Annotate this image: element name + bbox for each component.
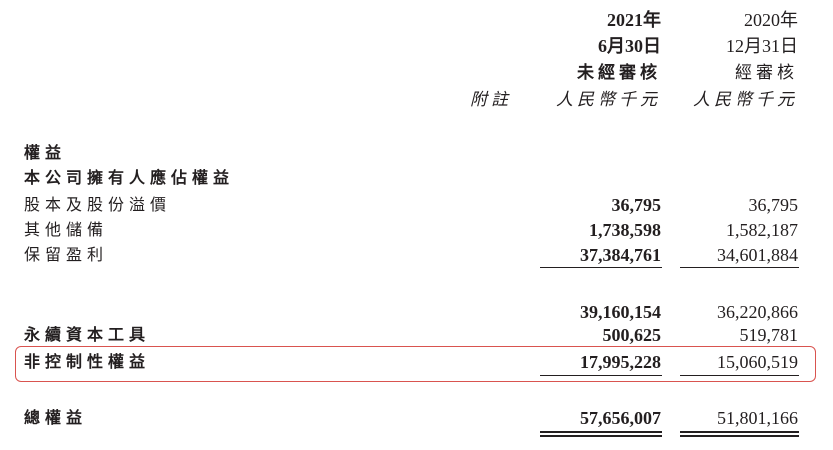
row-label: 保留盈利 (24, 245, 109, 264)
row-label: 永續資本工具 (24, 325, 151, 344)
row-value-2020: 15,060,519 (717, 352, 798, 372)
subtotal-value-2020: 36,220,866 (717, 302, 798, 322)
total-rule (540, 375, 662, 376)
subtotal-rule (680, 267, 799, 268)
header-2021-audit: 未經審核 (577, 63, 661, 83)
header-note: 附註 (470, 90, 512, 110)
row-value-2021: 17,995,228 (580, 352, 661, 372)
total-rule (680, 375, 799, 376)
section-equity-label: 權益 (24, 143, 67, 162)
header-2021-unit: 人民幣千元 (556, 90, 661, 110)
row-value-2021: 36,795 (611, 195, 662, 215)
row-label: 股本及股份溢價 (24, 195, 172, 214)
highlight-box (15, 346, 816, 382)
subtotal-value-2021: 39,160,154 (580, 302, 661, 322)
row-label: 非控制性權益 (24, 352, 151, 371)
double-rule (680, 431, 799, 433)
row-value-2020: 36,795 (748, 195, 799, 215)
row-value-2020: 519,781 (739, 325, 799, 345)
header-2020-date: 12月31日 (726, 36, 798, 56)
subtotal-rule (540, 267, 662, 268)
total-value-2021: 57,656,007 (580, 408, 661, 428)
row-value-2020: 1,582,187 (726, 220, 798, 240)
row-value-2021: 37,384,761 (580, 245, 661, 265)
row-value-2020: 34,601,884 (717, 245, 798, 265)
double-rule (540, 435, 662, 437)
row-value-2021: 1,738,598 (589, 220, 661, 240)
double-rule (680, 435, 799, 437)
header-2020-year: 2020年 (744, 10, 798, 30)
double-rule (540, 431, 662, 433)
row-label: 其他儲備 (24, 220, 109, 239)
total-value-2020: 51,801,166 (717, 408, 798, 428)
total-label: 總權益 (24, 408, 88, 427)
section-owners-equity-label: 本公司擁有人應佔權益 (24, 168, 235, 187)
header-2020-unit: 人民幣千元 (693, 90, 798, 110)
header-2021-date: 6月30日 (598, 36, 661, 56)
header-2021-year: 2021年 (607, 10, 661, 30)
row-value-2021: 500,625 (602, 325, 662, 345)
header-2020-audit: 經審核 (735, 63, 798, 83)
